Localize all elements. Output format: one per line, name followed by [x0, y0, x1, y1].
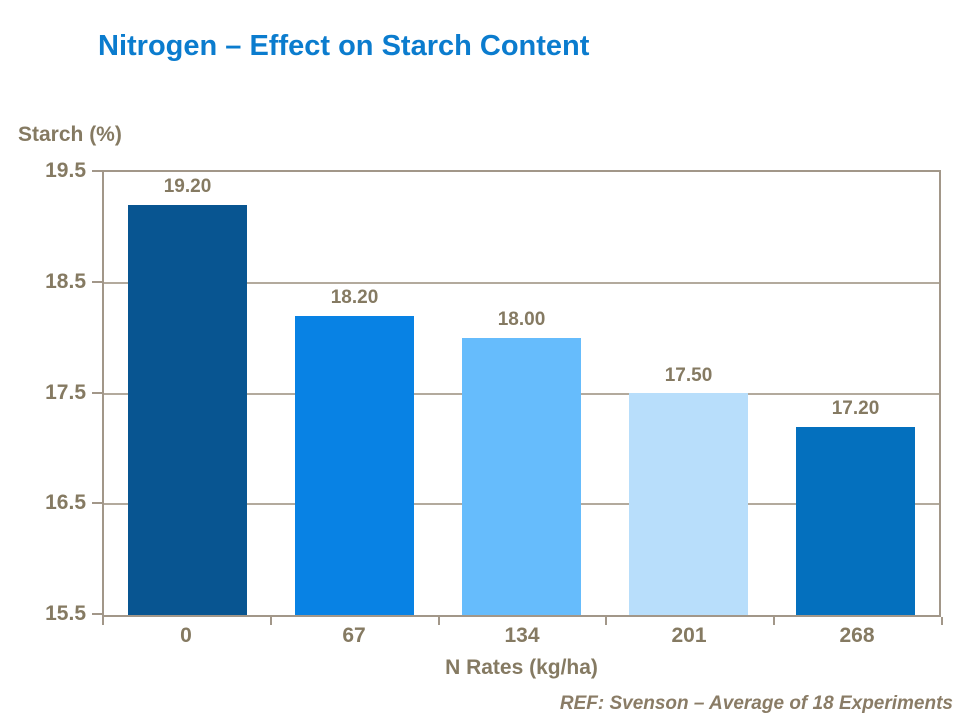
bar — [295, 316, 414, 615]
y-tick-mark — [92, 613, 102, 615]
x-tick-label: 0 — [180, 624, 192, 647]
bar-value-label: 18.00 — [497, 309, 546, 330]
bar — [629, 393, 748, 615]
x-tick-mark — [773, 617, 775, 625]
bar-value-label: 19.20 — [163, 176, 212, 197]
y-tick-label: 16.5 — [45, 491, 86, 514]
x-axis-title: N Rates (kg/ha) — [445, 656, 598, 679]
x-tick-mark — [605, 617, 607, 625]
plot-area: 19.20 18.20 18.00 17.50 17.20 — [102, 170, 941, 617]
y-tick-label: 15.5 — [45, 602, 86, 625]
x-tick-label: 67 — [342, 624, 366, 647]
x-tick-mark — [102, 617, 104, 625]
page-title: Nitrogen – Effect on Starch Content — [98, 30, 590, 62]
x-axis-ticks — [102, 617, 943, 627]
bar — [462, 338, 581, 615]
bar-value-label: 18.20 — [330, 287, 379, 308]
gridline — [104, 281, 939, 284]
bar-value-label: 17.20 — [831, 398, 880, 419]
x-tick-mark — [941, 617, 943, 625]
y-tick-mark — [92, 502, 102, 504]
x-tick-mark — [270, 617, 272, 625]
bar — [796, 427, 915, 615]
y-tick-label: 17.5 — [45, 381, 86, 404]
y-axis-labels: 19.5 18.5 17.5 16.5 15.5 — [0, 159, 102, 625]
y-tick-label: 19.5 — [45, 159, 86, 182]
y-tick-label: 18.5 — [45, 270, 86, 293]
y-tick-mark — [92, 281, 102, 283]
bar — [128, 205, 247, 615]
y-tick-mark — [92, 392, 102, 394]
x-tick-mark — [438, 617, 440, 625]
x-tick-label: 268 — [839, 624, 875, 647]
x-axis-labels: 0 67 134 201 268 — [102, 624, 941, 652]
y-tick-mark — [92, 170, 102, 172]
y-axis-title: Starch (%) — [18, 123, 122, 146]
x-tick-label: 134 — [504, 624, 540, 647]
x-tick-label: 201 — [671, 624, 707, 647]
bar-value-label: 17.50 — [664, 365, 713, 386]
reference-note: REF: Svenson – Average of 18 Experiments — [559, 693, 953, 714]
